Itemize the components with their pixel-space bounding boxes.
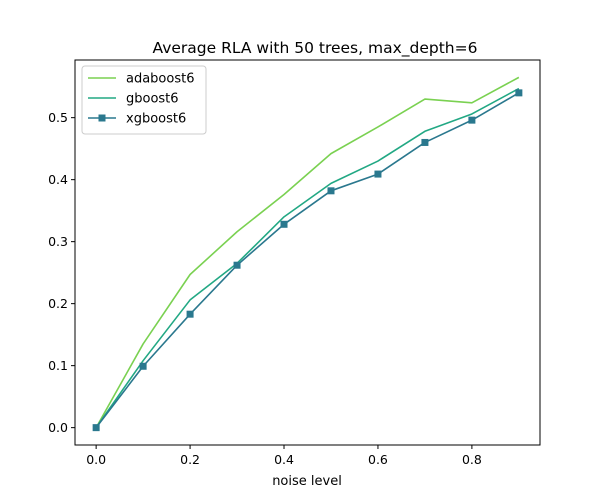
- x-tick-label: 0.8: [462, 452, 482, 467]
- y-tick-label: 0.5: [48, 110, 68, 125]
- data-point-xgboost6: [233, 261, 241, 269]
- data-point-xgboost6: [374, 170, 382, 178]
- y-tick-label: 0.0: [48, 420, 68, 435]
- y-tick-label: 0.1: [48, 358, 68, 373]
- y-tick-label: 0.4: [48, 172, 68, 187]
- data-point-xgboost6: [421, 138, 429, 146]
- legend: adaboost6 gboost6 xgboost6: [81, 65, 207, 135]
- data-point-xgboost6: [327, 187, 335, 195]
- data-point-xgboost6: [92, 424, 100, 432]
- y-tick-label: 0.2: [48, 296, 68, 311]
- legend-box: [81, 65, 207, 135]
- series-line-xgboost6: [95, 92, 520, 429]
- data-point-xgboost6: [139, 362, 147, 370]
- chart-title: Average RLA with 50 trees, max_depth=6: [153, 39, 478, 58]
- axis-ticks: 0.0 0.2 0.4 0.6 0.8 0.0 0.1 0.2 0.3 0.4 0.5: [48, 110, 482, 467]
- x-tick-label: 0.4: [274, 452, 294, 467]
- series-line-gboost6: [95, 87, 520, 429]
- data-point-xgboost6: [280, 220, 288, 228]
- data-point-xgboost6: [468, 116, 476, 124]
- data-point-xgboost6: [515, 89, 523, 97]
- x-axis-label: noise level: [272, 474, 342, 489]
- x-tick-label: 0.0: [86, 452, 106, 467]
- legend-label: gboost6: [126, 92, 179, 107]
- legend-label: adaboost6: [126, 72, 195, 87]
- y-tick-label: 0.3: [48, 234, 68, 249]
- series-line-adaboost6: [95, 76, 520, 429]
- x-tick-label: 0.2: [180, 452, 200, 467]
- plot-frame: [74, 59, 541, 446]
- x-tick-label: 0.6: [368, 452, 388, 467]
- legend-label: xgboost6: [126, 112, 186, 127]
- series-layer: [92, 76, 523, 432]
- data-point-xgboost6: [186, 310, 194, 318]
- legend-marker-xgboost6: [98, 114, 106, 122]
